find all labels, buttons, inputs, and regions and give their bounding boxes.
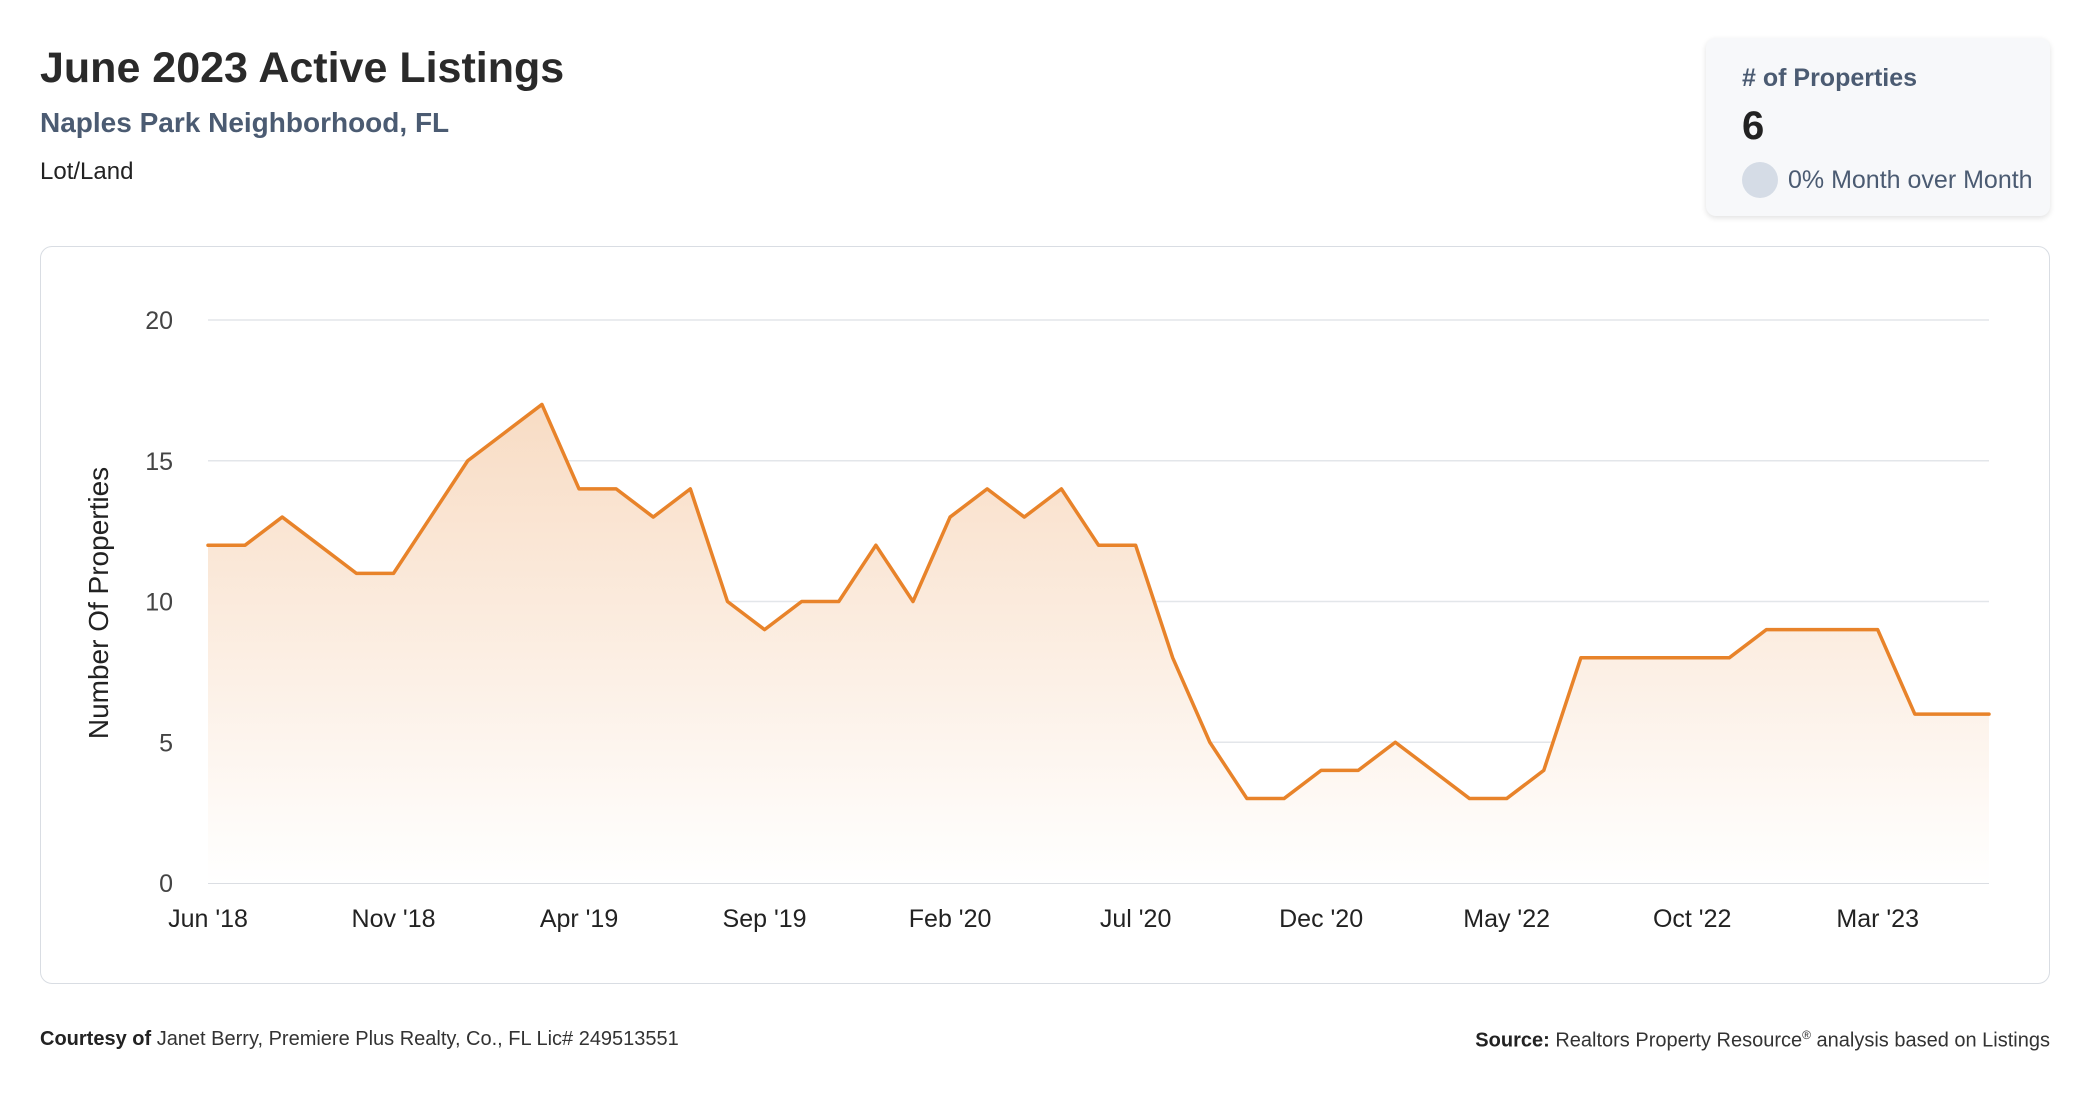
data-point[interactable] — [502, 430, 508, 436]
data-point[interactable] — [205, 542, 211, 548]
page-subtitle: Naples Park Neighborhood, FL — [40, 107, 450, 138]
data-point[interactable] — [1578, 655, 1584, 661]
registered-mark: ® — [1802, 1028, 1811, 1042]
data-point[interactable] — [1615, 655, 1621, 661]
active-listings-chart: 0 5 10 15 20 Jun '18 Nov '18 Apr '19 Sep '19 Feb … — [83, 307, 1992, 933]
data-point[interactable] — [650, 514, 656, 520]
data-point[interactable] — [1541, 767, 1547, 773]
property-category: Lot/Land — [40, 158, 134, 185]
y-axis-label: Number Of Properties — [83, 467, 114, 739]
courtesy-text: Janet Berry, Premiere Plus Realty, Co., … — [156, 1028, 679, 1050]
x-tick-label: Nov '18 — [352, 905, 436, 933]
kpi-change-text: 0% Month over Month — [1788, 165, 2033, 194]
data-point[interactable] — [465, 458, 471, 464]
series-area — [208, 404, 1989, 883]
change-indicator-icon — [1742, 162, 1778, 198]
series-line — [206, 402, 1991, 801]
data-point[interactable] — [1504, 796, 1510, 802]
data-point[interactable] — [1021, 514, 1027, 520]
kpi-value: 6 — [1742, 104, 1765, 148]
data-point[interactable] — [799, 599, 805, 605]
data-point[interactable] — [687, 486, 693, 492]
data-point[interactable] — [724, 599, 730, 605]
data-point[interactable] — [1763, 627, 1769, 633]
data-point[interactable] — [1912, 711, 1918, 717]
data-point[interactable] — [1244, 796, 1250, 802]
data-point[interactable] — [353, 570, 359, 576]
data-point[interactable] — [316, 542, 322, 548]
data-point[interactable] — [1096, 542, 1102, 548]
x-tick-label: Mar '23 — [1836, 905, 1919, 933]
x-tick-label: Dec '20 — [1279, 905, 1363, 933]
y-tick-label: 10 — [145, 589, 173, 617]
data-point[interactable] — [873, 542, 879, 548]
data-point[interactable] — [1429, 767, 1435, 773]
data-point[interactable] — [1281, 796, 1287, 802]
x-tick-label: Oct '22 — [1653, 905, 1731, 933]
data-point[interactable] — [1726, 655, 1732, 661]
data-point[interactable] — [1318, 767, 1324, 773]
data-point[interactable] — [1986, 711, 1992, 717]
courtesy-label: Courtesy of — [40, 1028, 152, 1050]
data-point[interactable] — [910, 599, 916, 605]
data-point[interactable] — [576, 486, 582, 492]
data-point[interactable] — [1355, 767, 1361, 773]
data-point[interactable] — [836, 599, 842, 605]
x-tick-label: Sep '19 — [723, 905, 807, 933]
x-tick-label: Jun '18 — [168, 905, 248, 933]
data-point[interactable] — [391, 570, 397, 576]
x-tick-label: Jul '20 — [1100, 905, 1171, 933]
data-point[interactable] — [539, 401, 545, 407]
data-point[interactable] — [1392, 739, 1398, 745]
data-point[interactable] — [1875, 627, 1881, 633]
data-point[interactable] — [242, 542, 248, 548]
data-point[interactable] — [947, 514, 953, 520]
data-point[interactable] — [1207, 739, 1213, 745]
x-tick-label: Apr '19 — [540, 905, 618, 933]
data-point[interactable] — [1133, 542, 1139, 548]
data-point[interactable] — [1838, 627, 1844, 633]
y-tick-label: 15 — [145, 448, 173, 476]
source-footer: Source: Realtors Property Resource® anal… — [1475, 1028, 2050, 1053]
data-point[interactable] — [428, 514, 434, 520]
data-point[interactable] — [279, 514, 285, 520]
source-label: Source: — [1475, 1029, 1550, 1052]
data-point[interactable] — [1652, 655, 1658, 661]
data-point[interactable] — [1689, 655, 1695, 661]
data-point[interactable] — [1949, 711, 1955, 717]
data-point[interactable] — [1058, 486, 1064, 492]
chart-panel: 0 5 10 15 20 Jun '18 Nov '18 Apr '19 Sep '19 Feb … — [40, 246, 2050, 984]
kpi-card: # of Properties 6 0% Month over Month — [1706, 38, 2050, 216]
source-text: Realtors Property Resource — [1555, 1029, 1803, 1052]
data-point[interactable] — [613, 486, 619, 492]
data-point[interactable] — [1467, 796, 1473, 802]
source-suffix: analysis based on Listings — [1816, 1029, 2050, 1052]
data-point[interactable] — [1800, 627, 1806, 633]
kpi-change: 0% Month over Month — [1742, 162, 2033, 198]
x-tick-label: Feb '20 — [909, 905, 992, 933]
data-point[interactable] — [762, 627, 768, 633]
y-tick-label: 20 — [145, 307, 173, 335]
y-tick-label: 0 — [159, 870, 173, 898]
x-tick-label: May '22 — [1463, 905, 1550, 933]
data-point[interactable] — [1170, 655, 1176, 661]
y-tick-label: 5 — [159, 729, 173, 757]
page-title: June 2023 Active Listings — [40, 44, 565, 92]
courtesy-footer: Courtesy of Janet Berry, Premiere Plus R… — [40, 1028, 679, 1051]
data-point[interactable] — [984, 486, 990, 492]
kpi-label: # of Properties — [1742, 64, 1918, 92]
